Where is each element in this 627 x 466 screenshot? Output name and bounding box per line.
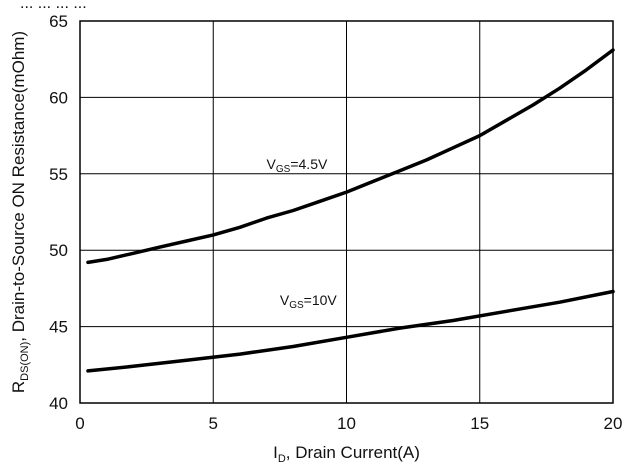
series-label-rest-0: =4.5V bbox=[290, 156, 328, 172]
y-axis-label-sub: DS(ON) bbox=[19, 342, 31, 381]
y-tick-label-3: 55 bbox=[49, 165, 68, 184]
cropped-title-fragment: ... ... ... ... bbox=[20, 0, 140, 8]
series-label-main-1: V bbox=[280, 292, 290, 308]
y-axis-label: RDS(ON), Drain-to-Source ON Resistance(m… bbox=[9, 31, 31, 393]
series-label-main-0: V bbox=[267, 156, 277, 172]
series-label-rest-1: =10V bbox=[304, 292, 338, 308]
series-line-0 bbox=[86, 48, 615, 265]
y-tick-label-1: 45 bbox=[49, 318, 68, 337]
x-tick-labels: 0 5 10 15 20 bbox=[75, 414, 622, 433]
x-tick-label-3: 15 bbox=[470, 414, 489, 433]
x-tick-label-1: 5 bbox=[209, 414, 218, 433]
x-axis-label-main: I bbox=[273, 443, 278, 462]
x-axis-label-rest: , Drain Current(A) bbox=[286, 443, 420, 462]
y-axis-label-rest: , Drain-to-Source ON Resistance(mOhm) bbox=[9, 31, 28, 342]
x-tick-label-4: 20 bbox=[604, 414, 623, 433]
series-line-1 bbox=[86, 289, 615, 373]
x-tick-label-0: 0 bbox=[75, 414, 84, 433]
y-tick-label-5: 65 bbox=[49, 12, 68, 31]
series-label-sub-1: GS bbox=[289, 300, 304, 311]
plot-frame bbox=[79, 20, 614, 404]
series-label-1: VGS=10V bbox=[280, 292, 338, 311]
x-axis-label-sub: D bbox=[278, 453, 286, 465]
y-tick-label-0: 40 bbox=[49, 394, 68, 413]
series-curves bbox=[86, 48, 615, 373]
x-tick-label-2: 10 bbox=[337, 414, 356, 433]
y-tick-labels: 40 45 50 55 60 65 bbox=[49, 12, 68, 413]
grid bbox=[80, 21, 613, 403]
x-axis-label: ID, Drain Current(A) bbox=[273, 443, 420, 465]
y-tick-label-4: 60 bbox=[49, 88, 68, 107]
y-tick-label-2: 50 bbox=[49, 241, 68, 260]
series-label-0: VGS=4.5V bbox=[267, 156, 328, 175]
series-label-sub-0: GS bbox=[276, 164, 291, 175]
y-axis-label-main: R bbox=[9, 381, 28, 393]
